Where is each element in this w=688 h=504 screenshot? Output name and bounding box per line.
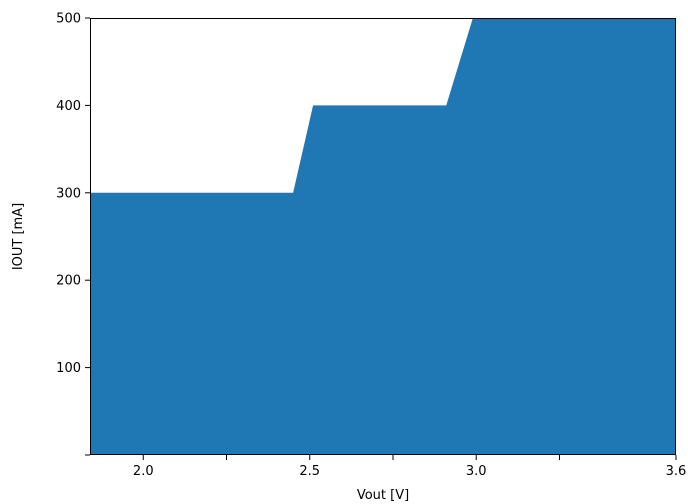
y-tick-label: 400	[56, 99, 81, 114]
plot-area	[90, 18, 676, 455]
x-tick-label: 2.0	[133, 464, 154, 479]
x-tick-label: 3.0	[466, 464, 487, 479]
x-axis-ticks: 2.0 2.5 3.0 3.6	[133, 455, 686, 479]
area-fill	[90, 18, 676, 455]
y-tick-label: 100	[56, 361, 81, 376]
x-axis-label: Vout [V]	[357, 488, 409, 503]
y-tick-label: 500	[56, 12, 81, 27]
y-axis-label: IOUT [mA]	[11, 203, 26, 270]
y-tick-label: 300	[56, 186, 81, 201]
y-axis-ticks: 100 200 300 400 500	[56, 12, 90, 456]
axes-frame	[90, 18, 676, 455]
y-tick-label: 200	[56, 274, 81, 289]
x-tick-label: 2.5	[299, 464, 320, 479]
x-tick-label: 3.6	[666, 464, 687, 479]
